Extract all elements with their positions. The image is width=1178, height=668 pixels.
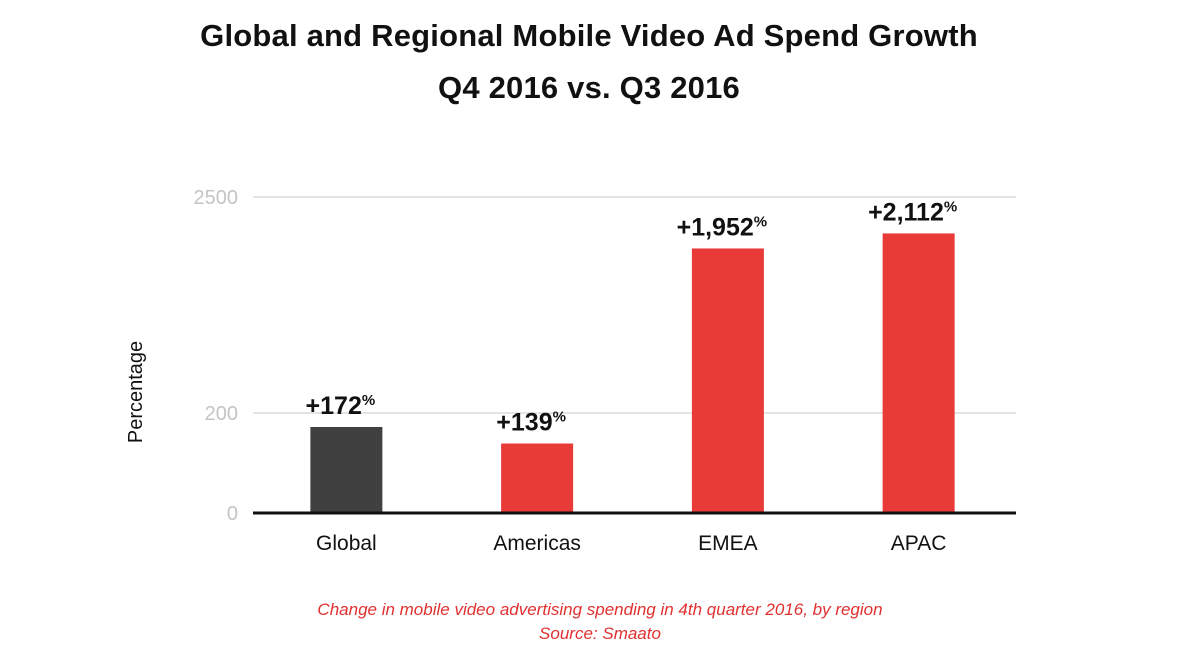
x-category-label: APAC <box>891 532 947 555</box>
x-category-label: Americas <box>493 532 581 555</box>
value-labels: +172%+139%+1,952% +2,112% <box>306 198 958 436</box>
y-axis-label: Percentage <box>125 341 147 443</box>
data-label: +139% <box>496 409 566 437</box>
data-label: +2,112% <box>868 198 957 226</box>
data-label-unit: % <box>754 213 767 230</box>
chart-subtitle: Q4 2016 vs. Q3 2016 <box>438 70 740 105</box>
data-label-unit: % <box>944 198 957 215</box>
x-category-label: EMEA <box>698 532 758 555</box>
bar-emea <box>691 248 764 513</box>
data-label-value: +172 <box>306 392 362 420</box>
y-axis-ticks: 0 200 2500 <box>194 187 239 525</box>
x-axis-categories: Global Americas EMEA APAC <box>316 532 946 555</box>
data-label-value: +2,112 <box>868 198 944 226</box>
data-label: +1,952% <box>677 213 768 241</box>
bars <box>310 233 955 513</box>
bar-global <box>310 427 383 513</box>
y-tick-label: 2500 <box>194 187 239 209</box>
chart-caption: Change in mobile video advertising spend… <box>317 600 883 619</box>
bar-americas <box>501 443 574 513</box>
data-label-unit: % <box>553 409 566 426</box>
data-label-value: +139 <box>496 409 552 437</box>
chart-title: Global and Regional Mobile Video Ad Spen… <box>200 18 978 53</box>
y-tick-label: 200 <box>205 403 238 425</box>
bar-apac <box>882 233 955 513</box>
x-category-label: Global <box>316 532 377 555</box>
chart-source: Source: Smaato <box>539 624 661 643</box>
data-label-value: +1,952 <box>677 213 754 241</box>
y-tick-label: 0 <box>227 503 238 525</box>
data-label: +172% <box>306 392 376 420</box>
data-label-unit: % <box>362 392 375 409</box>
